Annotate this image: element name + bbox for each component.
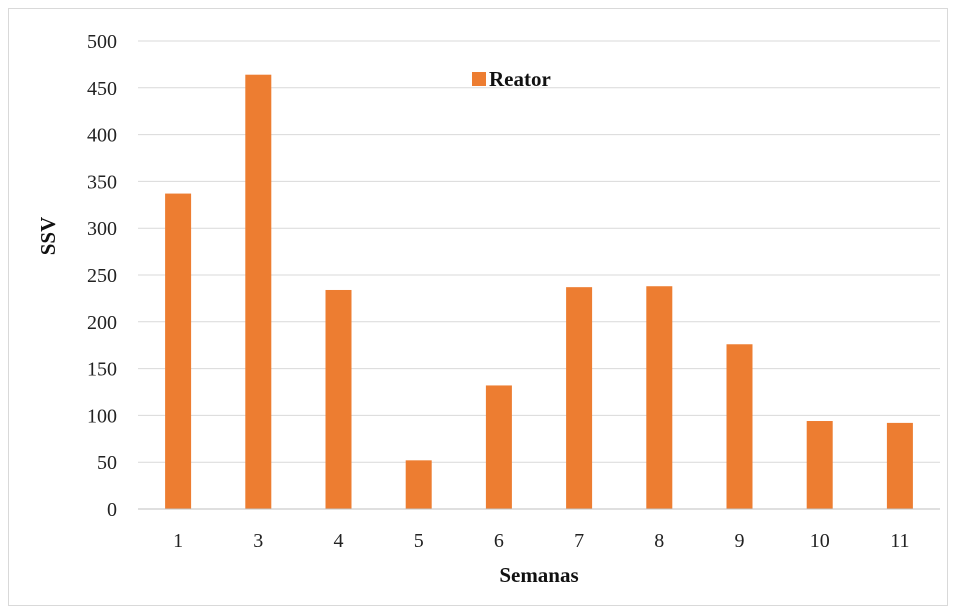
bar-semana-10 xyxy=(806,421,833,509)
x-tick-label: 7 xyxy=(574,530,584,552)
y-axis-ticks: 0 50 100 150 200 250 300 350 400 450 500 xyxy=(87,31,117,521)
x-tick-label: 11 xyxy=(890,530,909,552)
bar-semana-5 xyxy=(405,460,432,509)
bar-semana-3 xyxy=(245,74,272,510)
y-tick-label: 50 xyxy=(97,452,117,474)
y-tick-label: 200 xyxy=(87,312,117,334)
x-tick-label: 4 xyxy=(334,530,344,552)
x-tick-label: 6 xyxy=(494,530,504,552)
bar-semana-11 xyxy=(886,422,913,509)
bar-semana-6 xyxy=(485,385,512,509)
x-axis-title: Semanas xyxy=(499,563,578,587)
x-tick-label: 5 xyxy=(414,530,424,552)
x-tick-label: 3 xyxy=(253,530,263,552)
x-tick-label: 8 xyxy=(654,530,664,552)
y-tick-label: 350 xyxy=(87,171,117,193)
y-tick-label: 400 xyxy=(87,125,117,147)
x-axis-ticks: 1 3 4 5 6 7 8 9 10 11 xyxy=(173,530,909,552)
y-tick-label: 300 xyxy=(87,218,117,240)
legend-label: Reator xyxy=(489,67,551,91)
y-tick-label: 500 xyxy=(87,31,117,53)
y-tick-label: 150 xyxy=(87,359,117,381)
bars xyxy=(165,74,913,510)
y-tick-label: 100 xyxy=(87,405,117,427)
y-tick-label: 250 xyxy=(87,265,117,287)
x-tick-label: 9 xyxy=(735,530,745,552)
y-tick-label: 450 xyxy=(87,78,117,100)
y-axis-title: SSV xyxy=(36,217,60,256)
legend: Reator xyxy=(472,67,551,91)
grid-lines xyxy=(138,40,940,463)
x-tick-label: 1 xyxy=(173,530,183,552)
bar-semana-8 xyxy=(646,286,673,509)
bar-semana-7 xyxy=(566,287,593,509)
chart-frame xyxy=(8,8,948,606)
bar-semana-9 xyxy=(726,344,753,509)
bar-semana-1 xyxy=(165,193,192,509)
legend-swatch xyxy=(472,72,486,86)
x-tick-label: 10 xyxy=(810,530,830,552)
y-tick-label: 0 xyxy=(107,499,117,521)
bar-semana-4 xyxy=(325,289,352,509)
